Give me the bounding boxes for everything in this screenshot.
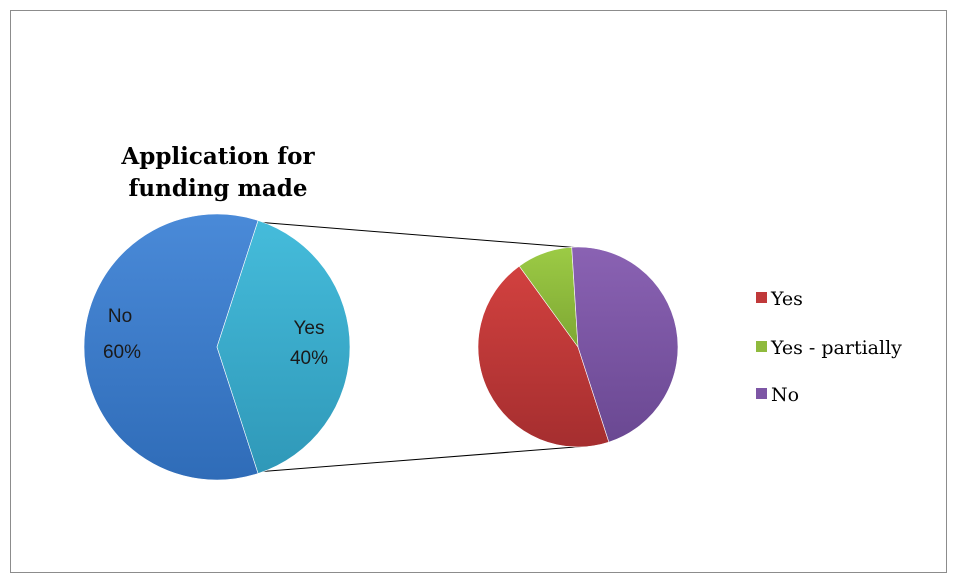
secondary-pie-slice-yes — [477, 265, 610, 448]
main-pie-slice-no — [83, 213, 259, 481]
secondary-pie — [477, 246, 679, 448]
legend-label-no: No — [771, 384, 799, 406]
chart-title-line-2: funding made — [129, 175, 308, 202]
legend-swatch-no — [756, 388, 767, 399]
legend-swatch-yes-partially — [756, 341, 767, 352]
chart-title-line-1: Application for — [120, 143, 315, 170]
main-pie-slice-yes — [216, 220, 351, 474]
connector-line-top — [255, 221, 582, 249]
legend: Yes Yes - partially No — [756, 288, 902, 406]
slice-label-yes: Yes — [294, 318, 325, 339]
slice-percent-no: 60% — [103, 342, 141, 363]
main-pie — [83, 213, 351, 481]
legend-label-yes-partially: Yes - partially — [770, 337, 902, 359]
connector-line-bottom — [255, 445, 589, 473]
secondary-pie-slice-no — [571, 246, 679, 443]
slice-percent-yes: 40% — [290, 348, 328, 369]
legend-swatch-yes — [756, 292, 767, 303]
legend-label-yes: Yes — [770, 288, 803, 310]
slice-label-no: No — [108, 306, 132, 327]
